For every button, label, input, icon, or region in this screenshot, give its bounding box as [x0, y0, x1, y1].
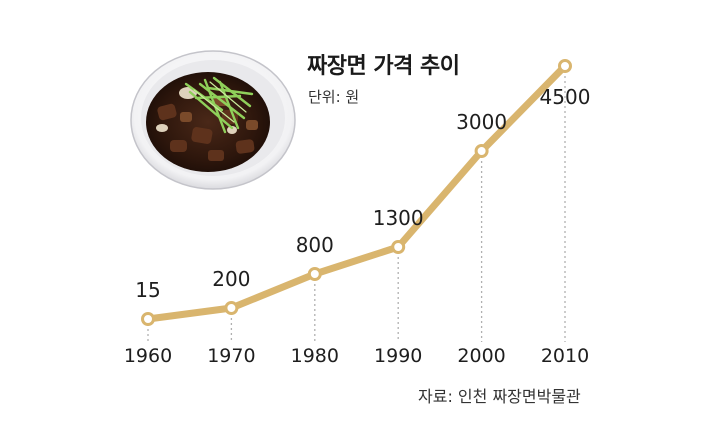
data-label: 3000 [456, 110, 507, 134]
data-point [224, 301, 239, 315]
data-label: 200 [212, 267, 250, 291]
data-label: 15 [135, 278, 160, 302]
data-point [141, 312, 155, 326]
x-tick-label: 1960 [124, 345, 172, 367]
data-point [558, 59, 572, 73]
x-tick-label: 2000 [457, 345, 505, 367]
data-point [307, 267, 322, 281]
source-note: 자료: 인천 짜장면박물관 [418, 387, 581, 406]
data-point [474, 144, 489, 158]
x-tick-label: 1970 [207, 345, 255, 367]
data-point [391, 240, 406, 254]
x-tick-label: 2010 [541, 345, 589, 367]
x-tick-label: 1990 [374, 345, 422, 367]
chart-title: 짜장면 가격 추이 [307, 54, 460, 79]
series-line [144, 62, 569, 323]
data-label: 1300 [373, 206, 424, 230]
data-label: 800 [296, 233, 334, 257]
unit-label: 단위: 원 [308, 88, 360, 106]
data-label: 4500 [540, 85, 591, 109]
x-tick-label: 1980 [291, 345, 339, 367]
